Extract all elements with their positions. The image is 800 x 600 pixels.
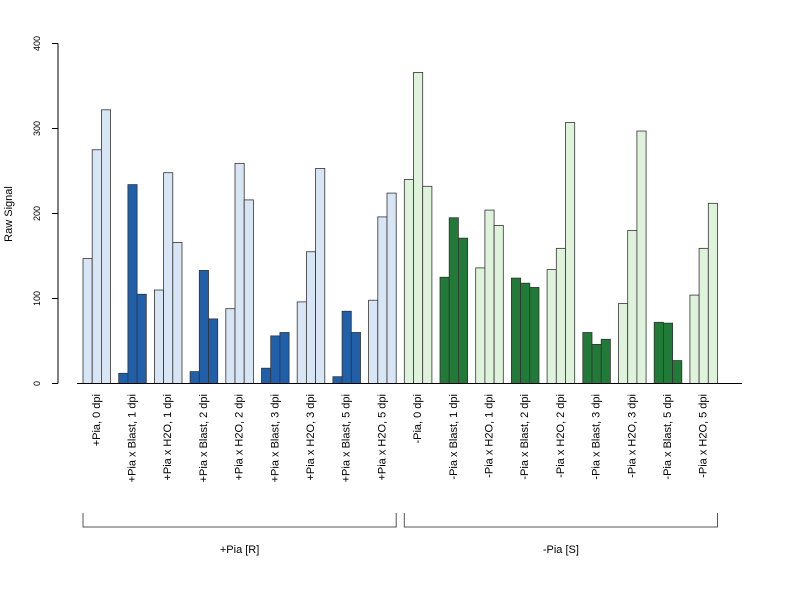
group-bracket — [82, 513, 397, 528]
bar — [565, 122, 576, 384]
bar — [332, 376, 343, 384]
category-label: -Pia x Blast, 3 dpi — [591, 394, 603, 480]
bar — [136, 293, 147, 384]
y-tick-label: 0 — [32, 381, 42, 386]
bar — [546, 269, 557, 384]
bar — [243, 199, 254, 384]
bars — [82, 72, 718, 384]
bar — [510, 277, 521, 384]
bar — [225, 308, 236, 384]
bar — [529, 287, 540, 384]
bar — [439, 276, 450, 384]
category-label: +Pia x H2O, 3 dpi — [305, 394, 317, 481]
bar — [627, 230, 638, 384]
bar — [484, 209, 495, 384]
category-label: -Pia x Blast, 1 dpi — [448, 394, 460, 480]
bar — [208, 318, 219, 384]
category-label: +Pia, 0 dpi — [91, 394, 103, 446]
y-axis-title: Raw Signal — [3, 186, 15, 242]
group-bracket — [403, 513, 718, 528]
bar — [172, 241, 183, 384]
group-label: -Pia [S] — [543, 544, 579, 556]
bar — [101, 109, 112, 384]
bar — [91, 149, 102, 384]
bar — [189, 371, 200, 384]
y-tick-label: 200 — [32, 206, 42, 221]
y-tick-label: 100 — [32, 291, 42, 306]
category-label: -Pia x Blast, 5 dpi — [662, 394, 674, 480]
bar — [475, 267, 486, 384]
bar — [386, 192, 397, 384]
category-label: -Pia x H2O, 3 dpi — [626, 394, 638, 478]
category-labels: +Pia, 0 dpi +Pia x Blast, 1 dpi +Pia x H2O… — [91, 394, 710, 482]
bar — [663, 322, 674, 384]
bar — [457, 237, 468, 384]
y-axis: 0 100 200 300 400 — [32, 36, 59, 386]
bar — [600, 338, 611, 384]
bar — [82, 258, 93, 384]
bar — [234, 162, 245, 384]
category-label: -Pia x H2O, 2 dpi — [555, 394, 567, 478]
bar — [368, 299, 379, 384]
bar — [636, 130, 647, 384]
category-label: -Pia x H2O, 5 dpi — [698, 394, 710, 478]
category-label: -Pia, 0 dpi — [412, 394, 424, 444]
bar — [153, 289, 164, 384]
bar — [555, 247, 566, 384]
category-label: +Pia x H2O, 2 dpi — [234, 394, 246, 481]
bar — [261, 367, 272, 384]
bar — [403, 179, 414, 384]
bar — [377, 216, 388, 384]
category-label: +Pia x Blast, 3 dpi — [269, 394, 281, 482]
bar — [296, 301, 307, 384]
category-label: +Pia x H2O, 5 dpi — [376, 394, 388, 481]
bar — [618, 303, 629, 384]
bar — [672, 360, 683, 384]
bar — [707, 202, 718, 384]
bar — [127, 184, 138, 384]
bar — [653, 321, 664, 384]
bar — [413, 72, 424, 384]
bar — [493, 224, 504, 384]
bar — [279, 332, 290, 384]
bar — [315, 168, 326, 384]
category-label: -Pia x H2O, 1 dpi — [484, 394, 496, 478]
bar — [582, 332, 593, 384]
group-label: +Pia [R] — [220, 544, 259, 556]
bar — [520, 282, 531, 384]
category-label: +Pia x H2O, 1 dpi — [162, 394, 174, 481]
bar — [163, 172, 174, 384]
bar — [422, 185, 433, 384]
category-label: -Pia x Blast, 2 dpi — [519, 394, 531, 480]
bar — [198, 270, 209, 384]
bar — [350, 332, 361, 384]
bar — [698, 247, 709, 384]
bar — [118, 372, 129, 384]
y-tick-label: 300 — [32, 121, 42, 136]
category-label: +Pia x Blast, 5 dpi — [341, 394, 353, 482]
group-brackets: +Pia [R] -Pia [S] — [82, 513, 718, 556]
y-tick-label: 400 — [32, 36, 42, 51]
bar — [591, 343, 602, 384]
bar — [448, 217, 459, 384]
category-label: +Pia x Blast, 2 dpi — [198, 394, 210, 482]
bar — [689, 294, 700, 384]
bar — [270, 335, 281, 384]
bar — [305, 251, 316, 384]
bar — [341, 310, 352, 384]
category-label: +Pia x Blast, 1 dpi — [127, 394, 139, 482]
